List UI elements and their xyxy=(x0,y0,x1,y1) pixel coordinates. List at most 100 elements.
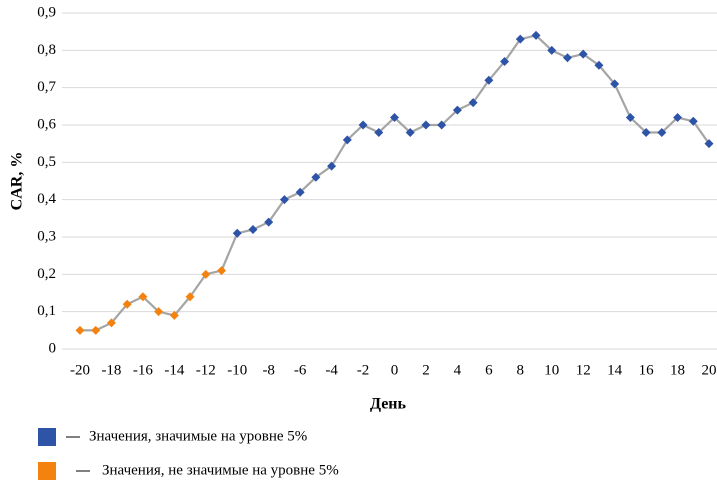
marker xyxy=(358,120,368,130)
line-segment xyxy=(330,139,349,167)
y-tick-label: 0,2 xyxy=(37,266,56,282)
line-segment xyxy=(346,124,364,141)
y-tick-label: 0,5 xyxy=(37,154,56,170)
x-tick-label: 0 xyxy=(391,362,399,378)
line-segment xyxy=(629,116,647,134)
line-segment xyxy=(142,295,160,313)
x-tick-label: 20 xyxy=(702,362,717,378)
line-segment xyxy=(535,34,553,52)
x-tick-label: -14 xyxy=(164,362,184,378)
marker xyxy=(295,187,305,197)
line-segment xyxy=(110,303,129,324)
x-tick-label: -4 xyxy=(325,362,338,378)
line-segment xyxy=(472,79,490,104)
marker xyxy=(217,266,227,276)
marker xyxy=(594,60,604,70)
marker xyxy=(562,53,572,63)
marker xyxy=(248,225,258,235)
y-tick-label: 0,1 xyxy=(37,303,56,319)
marker xyxy=(673,113,683,123)
marker xyxy=(264,217,274,227)
marker xyxy=(390,113,399,123)
marker xyxy=(704,139,714,149)
marker xyxy=(279,195,289,205)
marker xyxy=(91,325,101,335)
line-segment xyxy=(661,116,679,134)
x-tick-label: 14 xyxy=(607,362,623,378)
line-segment xyxy=(488,60,506,81)
x-tick-label: -18 xyxy=(101,362,121,378)
line-segment xyxy=(598,64,616,85)
marker xyxy=(437,120,447,130)
marker xyxy=(75,325,85,335)
x-tick-label: 2 xyxy=(422,362,430,378)
marker xyxy=(452,105,462,115)
x-tick-label: 8 xyxy=(517,362,525,378)
x-tick-label: -2 xyxy=(357,362,370,378)
x-tick-label: 16 xyxy=(639,362,655,378)
y-tick-label: 0,7 xyxy=(37,79,56,95)
marker xyxy=(122,299,132,309)
marker xyxy=(688,116,698,126)
marker xyxy=(468,98,478,108)
y-axis-title: CAR, % xyxy=(9,152,26,211)
y-tick-label: 0,4 xyxy=(37,191,56,207)
marker xyxy=(201,269,211,279)
marker xyxy=(515,34,525,44)
x-tick-label: -20 xyxy=(70,362,90,378)
y-tick-label: 0,3 xyxy=(37,228,56,244)
marker xyxy=(138,292,148,302)
line-segment xyxy=(189,273,207,298)
marker xyxy=(531,30,541,40)
marker xyxy=(657,127,667,137)
marker xyxy=(374,127,384,137)
marker xyxy=(185,292,195,302)
x-tick-label: -16 xyxy=(133,362,153,378)
x-tick-label: -10 xyxy=(227,362,247,378)
line-segment xyxy=(440,109,459,126)
y-tick-label: 0 xyxy=(49,340,57,356)
x-tick-label: 18 xyxy=(670,362,685,378)
marker xyxy=(421,120,431,130)
line-segment xyxy=(173,296,191,317)
legend-label: Значения, значимые на уровне 5% xyxy=(89,428,307,444)
marker xyxy=(154,307,164,317)
x-tick-label: 6 xyxy=(485,362,493,378)
line-segment xyxy=(220,232,239,272)
marker xyxy=(106,318,116,328)
x-tick-label: 10 xyxy=(544,362,559,378)
line-segment xyxy=(299,176,317,193)
marker xyxy=(547,45,557,55)
marker xyxy=(405,127,415,137)
x-tick-label: 12 xyxy=(576,362,591,378)
line-segment xyxy=(393,116,411,134)
y-tick-label: 0,9 xyxy=(37,4,56,20)
y-tick-label: 0,8 xyxy=(37,42,56,58)
marker xyxy=(625,113,635,123)
legend-label: Значения, не значимые на уровне 5% xyxy=(102,462,339,478)
line-segment xyxy=(503,38,522,63)
marker xyxy=(342,135,352,145)
marker xyxy=(169,310,179,320)
marker xyxy=(232,228,242,238)
line-segment xyxy=(613,83,632,118)
marker xyxy=(484,75,494,85)
marker xyxy=(311,172,321,182)
legend-swatch xyxy=(38,428,56,446)
marker xyxy=(610,79,620,89)
x-axis-title: День xyxy=(370,396,407,413)
marker xyxy=(641,127,651,137)
marker xyxy=(578,49,588,59)
y-tick-label: 0,6 xyxy=(37,116,56,132)
x-tick-label: -12 xyxy=(196,362,216,378)
marker xyxy=(500,57,510,67)
legend-swatch xyxy=(38,462,56,480)
line-segment xyxy=(692,120,710,145)
x-tick-label: 4 xyxy=(454,362,462,378)
x-tick-label: -6 xyxy=(294,362,307,378)
x-tick-label: -8 xyxy=(262,362,275,378)
line-segment xyxy=(378,116,396,134)
line-segment xyxy=(267,199,286,223)
marker xyxy=(327,161,337,171)
